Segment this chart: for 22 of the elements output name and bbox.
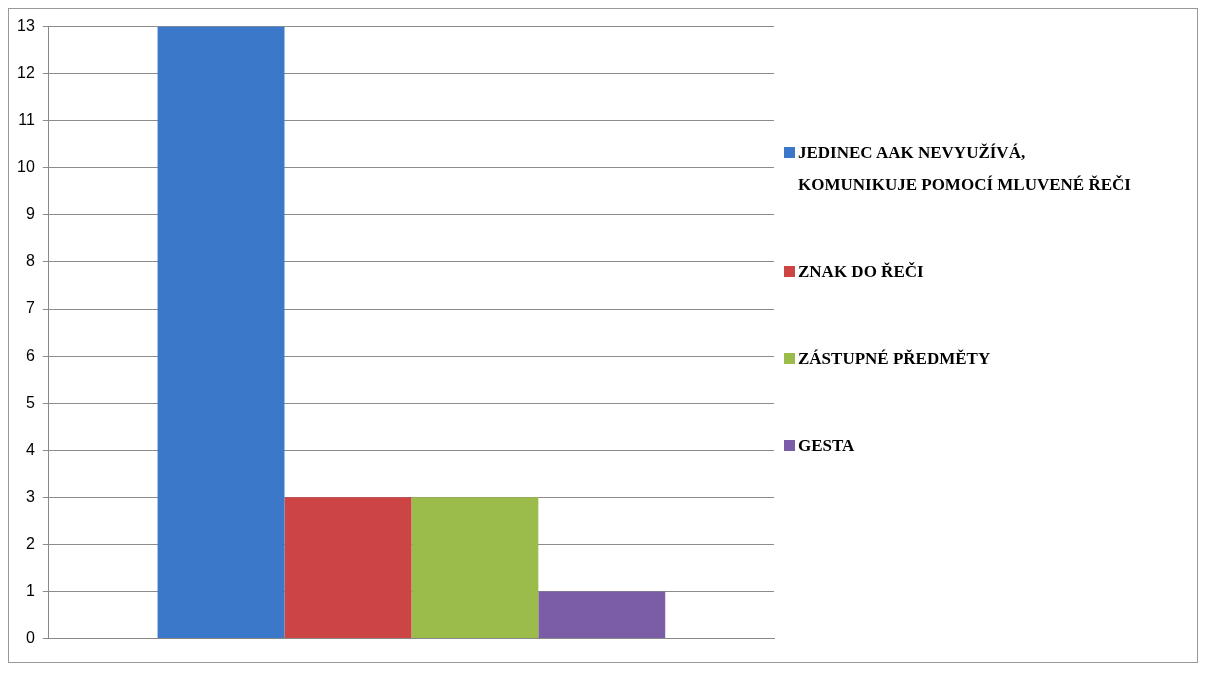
bar — [538, 591, 666, 639]
legend-label: ZNAK DO ŘEČI — [798, 260, 925, 283]
y-tick-label: 8 — [25, 252, 35, 270]
y-tick-label: 11 — [18, 111, 35, 129]
bar — [411, 497, 539, 639]
legend-label: GESTA — [798, 434, 856, 457]
y-tick-label: 2 — [25, 534, 35, 552]
legend-label: JEDINEC AAK NEVYUŽÍVÁ, KOMUNIKUJE POMOCÍ MLUVENÉ ŘEČI — [798, 141, 1132, 196]
y-tick-label: 3 — [25, 487, 35, 505]
bar — [284, 497, 412, 639]
bar — [157, 26, 285, 639]
y-tick-label: 0 — [25, 629, 35, 647]
legend-label: ZÁSTUPNÉ PŘEDMĚTY — [798, 347, 992, 370]
y-tick-label: 5 — [25, 393, 35, 411]
y-tick-label: 1 — [25, 581, 35, 599]
y-tick-label: 12 — [17, 64, 35, 82]
y-tick-label: 7 — [25, 299, 35, 317]
y-tick-label: 10 — [17, 158, 35, 176]
y-tick-label: 13 — [17, 17, 35, 35]
y-tick-label: 9 — [25, 205, 35, 223]
y-tick-label: 6 — [25, 346, 35, 364]
y-tick-label: 4 — [25, 440, 35, 458]
